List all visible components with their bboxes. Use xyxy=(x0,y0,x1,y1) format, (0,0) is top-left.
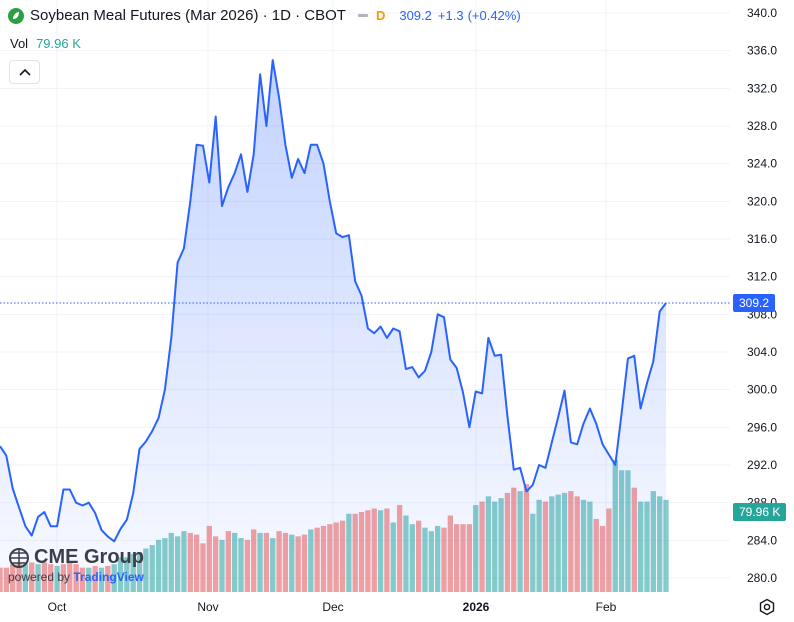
x-tick-label: 2026 xyxy=(463,600,490,614)
y-tick-label: 332.0 xyxy=(747,81,777,95)
y-tick-label: 304.0 xyxy=(747,345,777,359)
symbol-title[interactable]: Soybean Meal Futures (Mar 2026) · 1D · C… xyxy=(30,7,346,24)
y-tick-label: 312.0 xyxy=(747,270,777,284)
price-axis: 280.0284.0288.0292.0296.0300.0304.0308.0… xyxy=(747,6,777,585)
collapse-legend-button[interactable] xyxy=(9,60,40,84)
y-tick-label: 280.0 xyxy=(747,571,777,585)
y-tick-label: 316.0 xyxy=(747,232,777,246)
volume-badge: 79.96 K xyxy=(733,503,787,521)
powered-by-label: powered by xyxy=(8,570,71,584)
y-tick-label: 340.0 xyxy=(747,6,777,20)
chevron-up-icon xyxy=(18,68,31,76)
x-tick-label: Oct xyxy=(48,600,67,614)
y-tick-label: 328.0 xyxy=(747,119,777,133)
cme-globe-icon xyxy=(9,547,29,568)
soybean-leaf-icon xyxy=(8,7,24,24)
volume-label: Vol xyxy=(10,36,29,51)
price-change: +1.3 xyxy=(437,8,464,23)
y-tick-label: 300.0 xyxy=(747,383,777,397)
price-area xyxy=(0,60,666,593)
settings-icon[interactable] xyxy=(758,598,776,616)
x-tick-label: Nov xyxy=(197,600,218,614)
logo-name: CME Group xyxy=(34,546,144,568)
chart-legend: Soybean Meal Futures (Mar 2026) · 1D · C… xyxy=(8,7,521,24)
cme-logo[interactable]: CME Group powered by TradingView xyxy=(8,546,144,584)
price-change-percent: (+0.42%) xyxy=(467,8,521,23)
tradingview-brand: TradingView xyxy=(73,570,144,584)
y-tick-label: 336.0 xyxy=(747,44,777,58)
time-axis: Oct Nov Dec 2026 Feb xyxy=(48,600,617,614)
volume-value: 79.96 K xyxy=(36,36,81,51)
x-tick-label: Dec xyxy=(322,600,343,614)
y-tick-label: 284.0 xyxy=(747,533,777,547)
y-tick-label: 324.0 xyxy=(747,157,777,171)
y-tick-label: 292.0 xyxy=(747,458,777,472)
price-line xyxy=(0,59,667,543)
x-tick-label: Feb xyxy=(596,600,617,614)
last-price: 309.2 xyxy=(399,8,432,23)
legend-line-marker xyxy=(357,14,368,17)
volume-legend: Vol 79.96 K xyxy=(10,36,81,51)
delayed-flag: D xyxy=(375,8,386,23)
y-tick-label: 296.0 xyxy=(747,420,777,434)
y-tick-label: 320.0 xyxy=(747,194,777,208)
last-price-badge: 309.2 xyxy=(733,294,776,312)
